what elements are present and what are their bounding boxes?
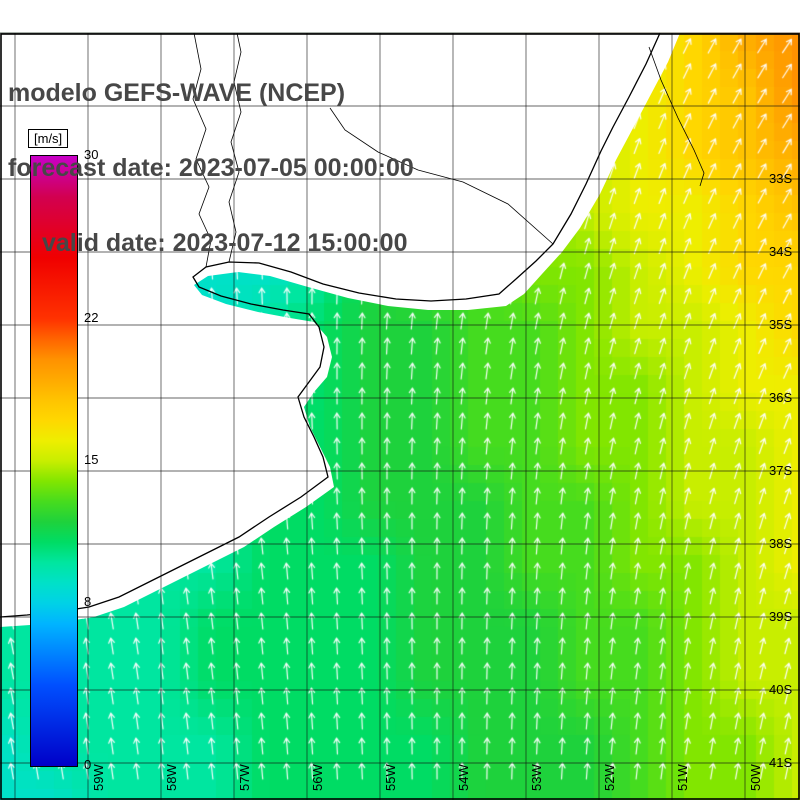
latitude-label: 41S [769, 755, 793, 770]
valid-date-line: valid date: 2023-07-12 15:00:00 [42, 229, 408, 257]
longitude-label: 58W [164, 764, 179, 791]
colorbar-tick-label: 0 [84, 757, 92, 772]
map-frame [0, 33, 800, 800]
longitude-label: 54W [456, 764, 471, 791]
latitude-label: 38S [769, 536, 793, 551]
longitude-label: 57W [237, 764, 252, 791]
river-border-line-2 [329, 107, 554, 245]
model-name-title: modelo GEFS-WAVE (NCEP) [8, 79, 346, 107]
colorbar-tick-label: 22 [84, 309, 99, 325]
latitude-label: 36S [769, 390, 793, 405]
land-mask [0, 33, 680, 627]
longitude-label: 53W [529, 764, 544, 791]
longitude-label: 51W [675, 764, 690, 791]
colorbar-tick-label: 8 [84, 594, 92, 610]
river-border-line-0 [192, 32, 212, 268]
longitude-label: 50W [748, 764, 763, 791]
latitude-label: 34S [769, 244, 793, 259]
coastline [0, 32, 661, 618]
latitude-label: 39S [769, 609, 793, 624]
river-border-line-3 [648, 46, 705, 187]
forecast-date-line: forecast date: 2023-07-05 00:00:00 [8, 154, 414, 182]
colorbar-tick-label: 15 [84, 452, 99, 467]
map-title-block: modelo GEFS-WAVE (NCEP) forecast date: 2… [8, 31, 414, 306]
colorbar-unit-label: [m/s] [28, 129, 69, 148]
longitude-label: 52W [602, 764, 617, 791]
longitude-label: 55W [383, 764, 398, 791]
colorbar [30, 155, 78, 767]
latitude-label: 40S [769, 682, 793, 697]
latitude-label: 35S [769, 317, 793, 332]
latitude-label: 37S [769, 463, 793, 478]
colorbar-tick-label: 30 [84, 147, 99, 162]
longitude-label: 56W [310, 764, 325, 791]
longitude-label: 59W [91, 764, 106, 791]
latitude-label: 33S [769, 171, 793, 186]
